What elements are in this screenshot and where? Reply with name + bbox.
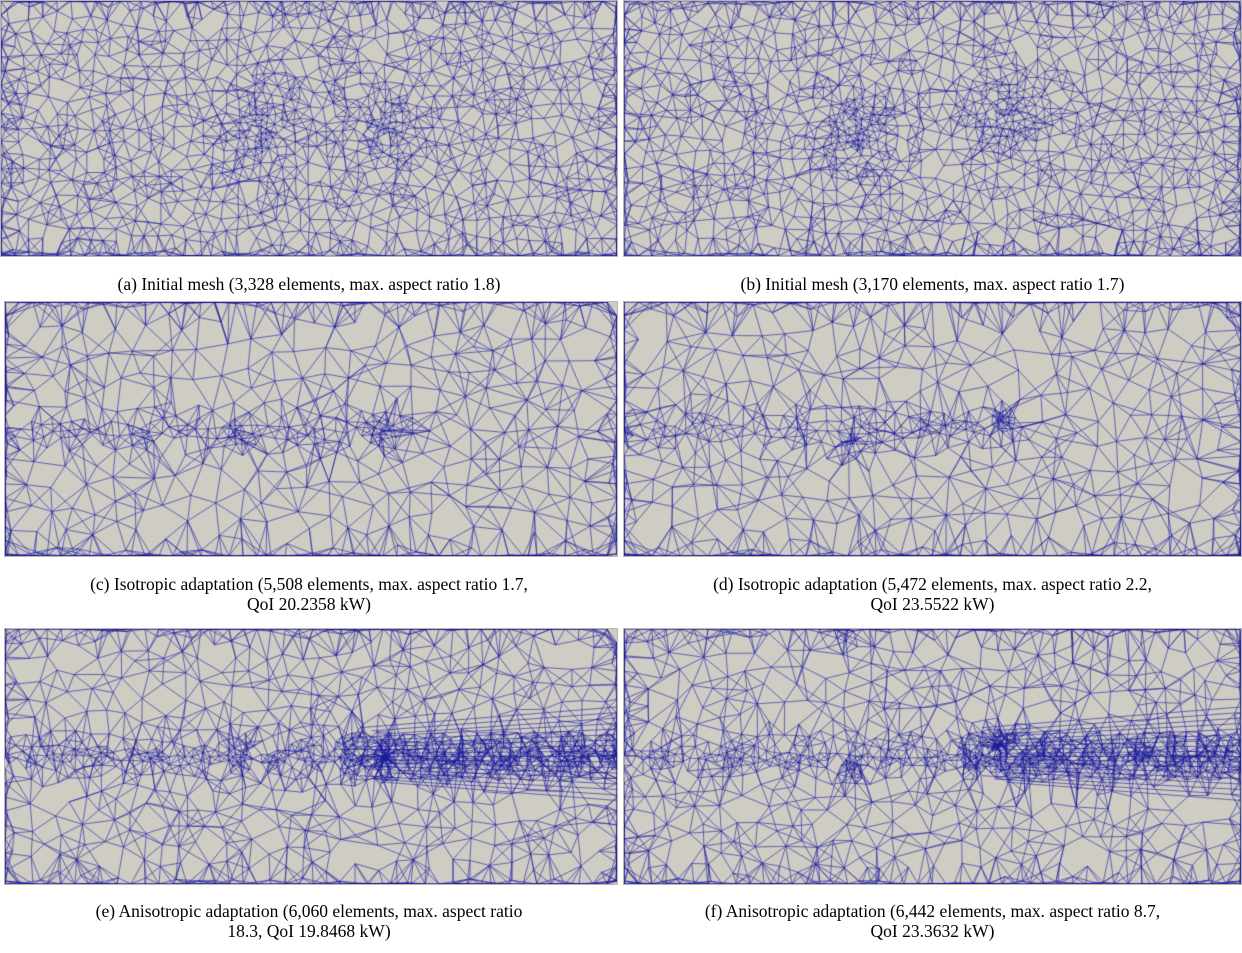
caption-a-line-1: (a) Initial mesh (3,328 elements, max. a…	[117, 274, 501, 294]
caption-f-line-1: (f) Anisotropic adaptation (6,442 elemen…	[704, 901, 1161, 921]
caption-c-line-2: QoI 20.2358 kW)	[247, 594, 371, 614]
caption-f-line-2: QoI 23.3632 kW)	[870, 921, 995, 941]
caption-c: (c) Isotropic adaptation (5,508 elements…	[0, 574, 618, 614]
caption-a: (a) Initial mesh (3,328 elements, max. a…	[0, 274, 618, 294]
mesh-canvas-c	[5, 302, 617, 556]
mesh-panel-d	[623, 301, 1242, 557]
mesh-panel-e	[4, 628, 618, 885]
caption-e-line-2: 18.3, QoI 19.8468 kW)	[227, 921, 391, 941]
mesh-panel-a	[0, 0, 618, 257]
caption-e: (e) Anisotropic adaptation (6,060 elemen…	[0, 901, 618, 941]
caption-b-line-1: (b) Initial mesh (3,170 elements, max. a…	[740, 274, 1125, 294]
mesh-canvas-e	[5, 629, 617, 884]
mesh-canvas-d	[624, 302, 1241, 556]
mesh-canvas-b	[624, 1, 1241, 256]
mesh-panel-b	[623, 0, 1242, 257]
mesh-canvas-a	[1, 1, 617, 256]
mesh-panel-c	[4, 301, 618, 557]
caption-f: (f) Anisotropic adaptation (6,442 elemen…	[623, 901, 1242, 941]
caption-e-line-1: (e) Anisotropic adaptation (6,060 elemen…	[95, 901, 523, 921]
mesh-canvas-f	[624, 629, 1241, 884]
caption-d: (d) Isotropic adaptation (5,472 elements…	[623, 574, 1242, 614]
caption-d-line-1: (d) Isotropic adaptation (5,472 elements…	[713, 574, 1152, 594]
caption-d-line-2: QoI 23.5522 kW)	[870, 594, 995, 614]
mesh-panel-f	[623, 628, 1242, 885]
caption-c-line-1: (c) Isotropic adaptation (5,508 elements…	[90, 574, 528, 594]
caption-b: (b) Initial mesh (3,170 elements, max. a…	[623, 274, 1242, 294]
